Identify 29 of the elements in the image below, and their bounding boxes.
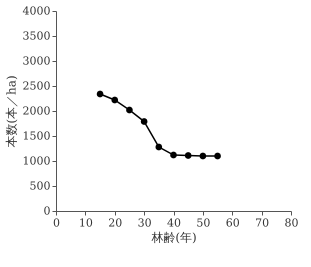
x-tick-label: 0 (53, 216, 60, 230)
y-tick-label: 500 (30, 180, 50, 192)
x-tick-label: 80 (284, 216, 298, 230)
x-tick-label: 40 (167, 216, 181, 230)
x-tick-label: 60 (226, 216, 240, 230)
x-tick-label: 30 (138, 216, 152, 230)
y-axis-title: 本数(本／ha) (4, 75, 19, 148)
point (214, 152, 221, 160)
y-tick-label: 2500 (22, 80, 50, 92)
y-tick-label: 2000 (22, 104, 50, 118)
y-tick-label: 0 (44, 204, 50, 218)
point (96, 90, 104, 98)
point (126, 106, 133, 114)
point (170, 152, 177, 158)
x-tick-label: 20 (108, 216, 122, 230)
point (200, 152, 206, 160)
y-tick-label: 1500 (22, 130, 50, 142)
point (184, 152, 192, 159)
y-tick-label: 1000 (22, 154, 50, 168)
y-tick-label: 3500 (22, 30, 50, 42)
point (155, 144, 162, 150)
y-tick-label: 4000 (22, 4, 50, 18)
x-axis-title: 林齢(年) (150, 230, 197, 244)
x-tick-label: 70 (255, 216, 270, 230)
x-tick-label: 10 (78, 216, 93, 230)
point (140, 118, 148, 125)
point (111, 96, 118, 104)
x-tick-label: 50 (196, 216, 210, 230)
y-tick-label: 3000 (22, 54, 50, 68)
